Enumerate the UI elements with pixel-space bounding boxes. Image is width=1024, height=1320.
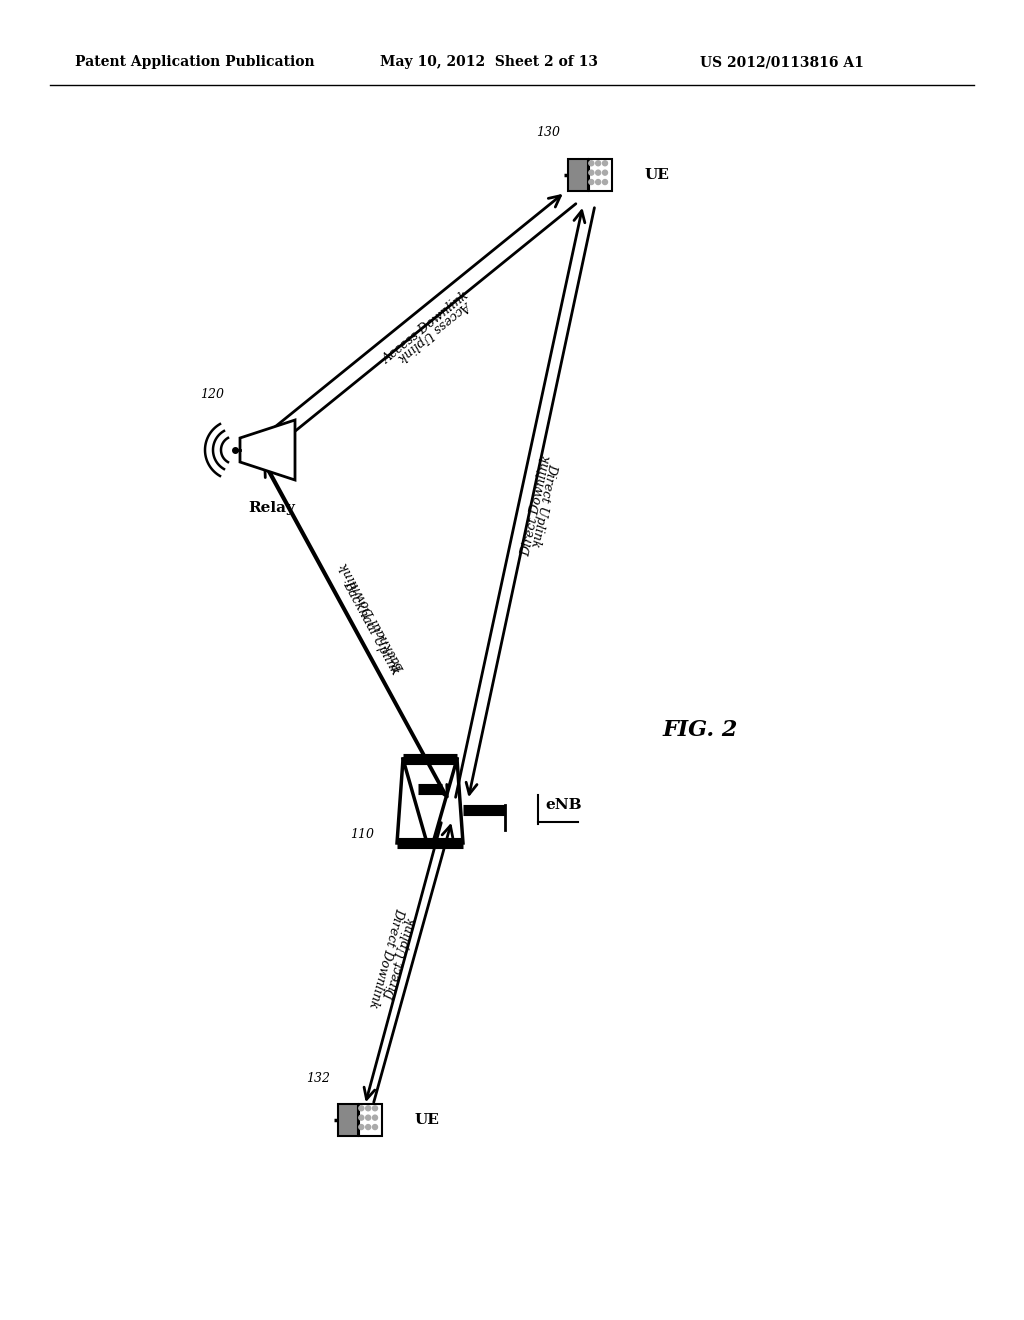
Text: 130: 130: [536, 127, 560, 140]
Text: 132: 132: [306, 1072, 330, 1085]
Text: Backhaul Uplink: Backhaul Uplink: [341, 579, 402, 677]
Text: Backhaul Downlink: Backhaul Downlink: [338, 560, 408, 675]
Text: Direct Uplink: Direct Uplink: [383, 916, 419, 1002]
Circle shape: [373, 1106, 378, 1110]
Circle shape: [366, 1115, 371, 1121]
Circle shape: [366, 1106, 371, 1110]
Bar: [338, 1105, 358, 1135]
Text: UE: UE: [645, 168, 670, 182]
Circle shape: [596, 170, 601, 176]
Circle shape: [589, 161, 594, 166]
Bar: [568, 160, 589, 191]
Text: May 10, 2012  Sheet 2 of 13: May 10, 2012 Sheet 2 of 13: [380, 55, 598, 69]
Circle shape: [602, 180, 607, 185]
Text: 110: 110: [350, 829, 374, 842]
Circle shape: [358, 1125, 364, 1130]
Text: Patent Application Publication: Patent Application Publication: [75, 55, 314, 69]
Circle shape: [373, 1115, 378, 1121]
Text: FIG. 2: FIG. 2: [663, 719, 737, 741]
Circle shape: [373, 1125, 378, 1130]
Bar: [590, 160, 612, 191]
Text: Access Uplink: Access Uplink: [395, 298, 473, 364]
Text: eNB: eNB: [545, 799, 582, 812]
Text: Direct Uplink: Direct Uplink: [528, 462, 558, 548]
Text: Direct Downlink: Direct Downlink: [519, 454, 554, 558]
Polygon shape: [240, 420, 295, 480]
Circle shape: [596, 180, 601, 185]
Bar: [359, 1105, 382, 1135]
Circle shape: [358, 1115, 364, 1121]
Text: Access Downlink: Access Downlink: [381, 289, 472, 366]
Text: Relay: Relay: [249, 502, 296, 515]
Circle shape: [596, 161, 601, 166]
Text: 120: 120: [200, 388, 224, 401]
Text: US 2012/0113816 A1: US 2012/0113816 A1: [700, 55, 864, 69]
Circle shape: [602, 161, 607, 166]
Circle shape: [358, 1106, 364, 1110]
Circle shape: [366, 1125, 371, 1130]
Circle shape: [589, 180, 594, 185]
Circle shape: [602, 170, 607, 176]
Text: Direct Downlink: Direct Downlink: [367, 907, 406, 1010]
Circle shape: [589, 170, 594, 176]
Text: UE: UE: [415, 1113, 440, 1127]
